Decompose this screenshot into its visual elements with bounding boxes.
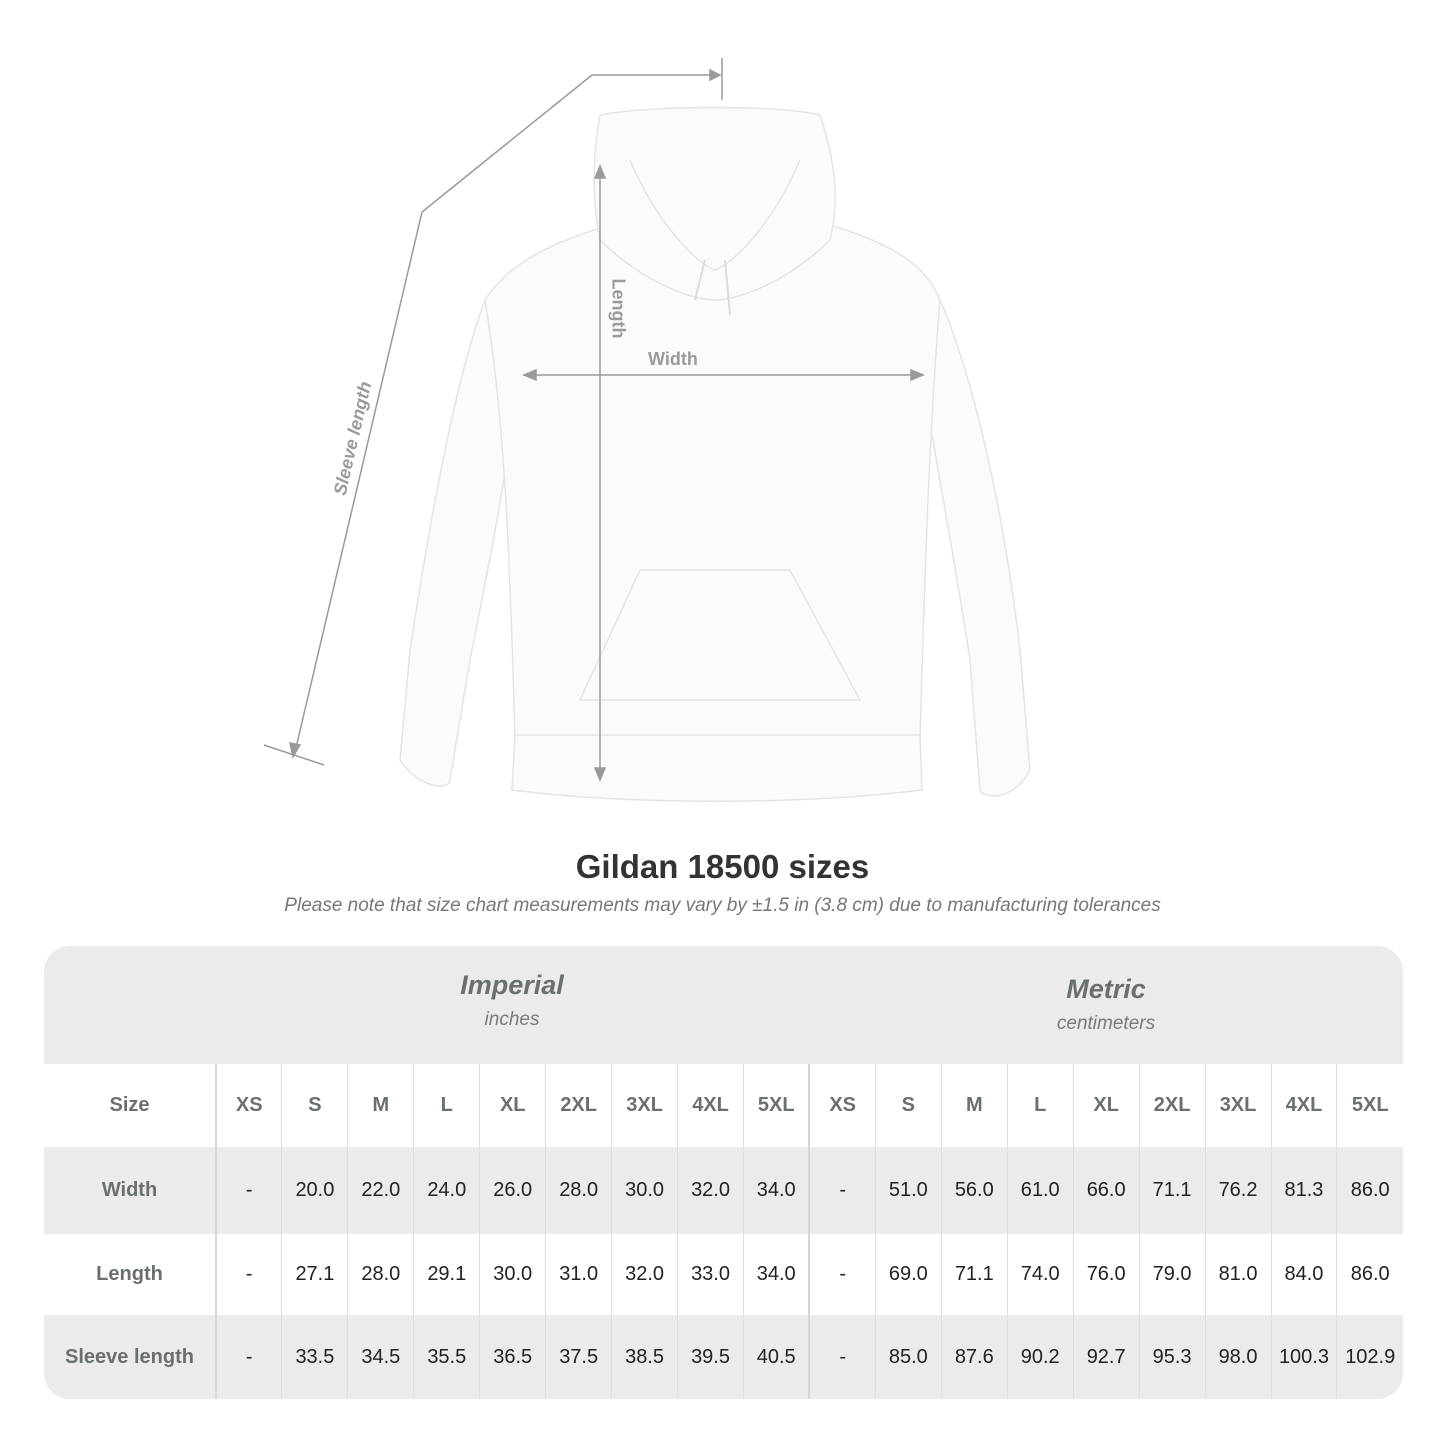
metric-size-header: 5XL xyxy=(1336,1064,1403,1147)
imperial-value: 35.5 xyxy=(413,1315,480,1399)
metric-value: 69.0 xyxy=(874,1234,942,1315)
imperial-title: Imperial xyxy=(460,970,564,1000)
imperial-value: 22.0 xyxy=(347,1147,414,1234)
metric-value: - xyxy=(808,1315,876,1399)
metric-value: 71.1 xyxy=(940,1234,1008,1315)
page-title: Gildan 18500 sizes xyxy=(575,848,870,885)
imperial-value: 28.0 xyxy=(347,1234,414,1315)
imperial-size-header: XL xyxy=(479,1064,546,1147)
imperial-size-header: S xyxy=(281,1064,348,1147)
imperial-value: 26.0 xyxy=(479,1147,546,1234)
metric-size-header: 3XL xyxy=(1204,1064,1271,1147)
size-chart: Imperial inches Metric centimeters Size X… xyxy=(44,946,1403,1399)
imperial-size-header: 5XL xyxy=(743,1064,810,1147)
imperial-value: - xyxy=(215,1234,282,1315)
size-header-row: Size XS S M L XL 2XL 3XL 4XL 5XL XS S M L XL 2XL 3XL 4XL 5… xyxy=(44,1064,1403,1147)
metric-value: 56.0 xyxy=(940,1147,1008,1234)
imperial-value: 30.0 xyxy=(611,1147,678,1234)
row-label: Sleeve length xyxy=(44,1315,217,1399)
metric-value: 100.3 xyxy=(1270,1315,1337,1399)
metric-value: 61.0 xyxy=(1006,1147,1074,1234)
metric-size-header: S xyxy=(874,1064,942,1147)
table-row: Width -20.0 22.0 24.0 26.0 28.0 30.0 32.0 34.0-5… xyxy=(44,1147,1403,1234)
imperial-value: 36.5 xyxy=(479,1315,546,1399)
size-label: Size xyxy=(44,1064,217,1147)
metric-value: 74.0 xyxy=(1006,1234,1074,1315)
imperial-value: 37.5 xyxy=(545,1315,612,1399)
metric-size-header: XS xyxy=(808,1064,876,1147)
imperial-value: 34.0 xyxy=(743,1234,810,1315)
metric-value: 79.0 xyxy=(1138,1234,1206,1315)
imperial-value: 33.0 xyxy=(677,1234,744,1315)
metric-value: 102.9 xyxy=(1336,1315,1403,1399)
imperial-value: 34.0 xyxy=(743,1147,810,1234)
imperial-value: 32.0 xyxy=(611,1234,678,1315)
length-label: Length xyxy=(608,278,629,339)
imperial-value: - xyxy=(215,1147,282,1234)
sleeve-tick-bottom xyxy=(263,744,325,766)
size-table: Size XS S M L XL 2XL 3XL 4XL 5XL XS S M L XL 2XL 3XL 4XL 5… xyxy=(44,1064,1403,1399)
metric-value: 81.0 xyxy=(1204,1234,1271,1315)
imperial-value: 32.0 xyxy=(677,1147,744,1234)
imperial-value: - xyxy=(215,1315,282,1399)
metric-size-header: M xyxy=(940,1064,1008,1147)
metric-value: 90.2 xyxy=(1006,1315,1074,1399)
metric-value: 51.0 xyxy=(874,1147,942,1234)
metric-size-header: XL xyxy=(1072,1064,1140,1147)
imperial-header: Imperial inches xyxy=(215,946,809,1064)
imperial-size-header: XS xyxy=(215,1064,282,1147)
imperial-unit: inches xyxy=(484,1009,540,1030)
imperial-value: 29.1 xyxy=(413,1234,480,1315)
metric-value: 81.3 xyxy=(1270,1147,1337,1234)
metric-value: 98.0 xyxy=(1204,1315,1271,1399)
imperial-size-header: 4XL xyxy=(677,1064,744,1147)
metric-size-header: 4XL xyxy=(1270,1064,1337,1147)
imperial-size-header: L xyxy=(413,1064,480,1147)
table-row: Length -27.1 28.0 29.1 30.0 31.0 32.0 33.0 34.0-… xyxy=(44,1234,1403,1315)
imperial-size-header: 3XL xyxy=(611,1064,678,1147)
hoodie-image xyxy=(399,106,1031,802)
imperial-value: 38.5 xyxy=(611,1315,678,1399)
imperial-value: 28.0 xyxy=(545,1147,612,1234)
tolerance-note: Please note that size chart measurements… xyxy=(284,895,1161,916)
metric-value: - xyxy=(808,1234,876,1315)
metric-header: Metric centimeters xyxy=(809,946,1403,1064)
imperial-size-header: 2XL xyxy=(545,1064,612,1147)
metric-value: - xyxy=(808,1147,876,1234)
row-label: Length xyxy=(44,1234,217,1315)
metric-value: 66.0 xyxy=(1072,1147,1140,1234)
imperial-value: 24.0 xyxy=(413,1147,480,1234)
metric-unit: centimeters xyxy=(1056,1013,1156,1034)
metric-value: 95.3 xyxy=(1138,1315,1206,1399)
width-label: Width xyxy=(648,349,698,369)
imperial-value: 31.0 xyxy=(545,1234,612,1315)
metric-value: 87.6 xyxy=(940,1315,1008,1399)
imperial-value: 30.0 xyxy=(479,1234,546,1315)
metric-value: 86.0 xyxy=(1336,1147,1403,1234)
table-row: Sleeve length -33.5 34.5 35.5 36.5 37.5 38.5 39… xyxy=(44,1315,1403,1399)
metric-value: 76.0 xyxy=(1072,1234,1140,1315)
metric-value: 85.0 xyxy=(874,1315,942,1399)
imperial-value: 34.5 xyxy=(347,1315,414,1399)
metric-value: 84.0 xyxy=(1270,1234,1337,1315)
imperial-value: 33.5 xyxy=(281,1315,348,1399)
measurement-lines xyxy=(263,58,925,782)
metric-value: 71.1 xyxy=(1138,1147,1206,1234)
imperial-value: 40.5 xyxy=(743,1315,810,1399)
metric-value: 86.0 xyxy=(1336,1234,1403,1315)
metric-size-header: 2XL xyxy=(1138,1064,1206,1147)
imperial-size-header: M xyxy=(347,1064,414,1147)
imperial-value: 39.5 xyxy=(677,1315,744,1399)
metric-value: 92.7 xyxy=(1072,1315,1140,1399)
imperial-value: 27.1 xyxy=(281,1234,348,1315)
metric-value: 76.2 xyxy=(1204,1147,1271,1234)
metric-title: Metric xyxy=(1066,974,1146,1004)
imperial-value: 20.0 xyxy=(281,1147,348,1234)
metric-size-header: L xyxy=(1006,1064,1074,1147)
hoodie-illustration xyxy=(263,58,1031,802)
row-label: Width xyxy=(44,1147,217,1234)
